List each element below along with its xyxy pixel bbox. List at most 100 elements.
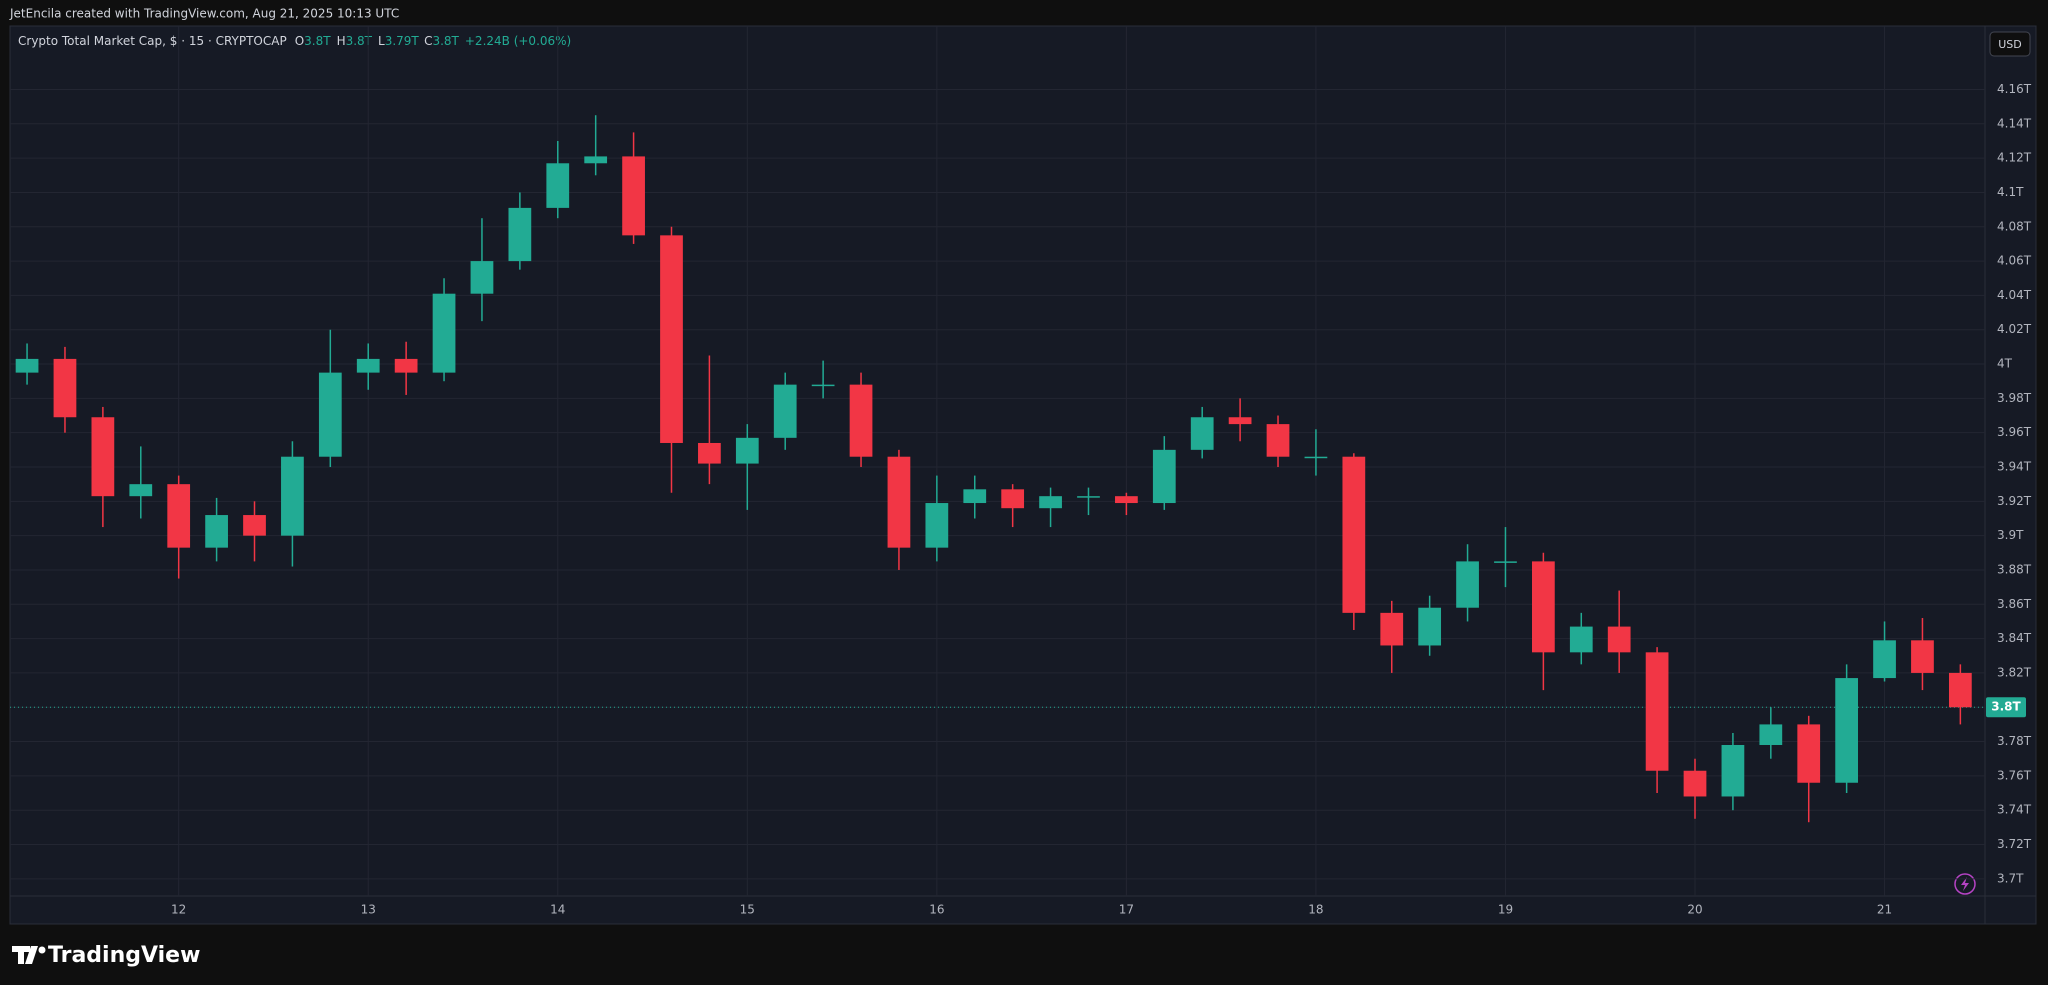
change: +2.24B (+0.06%) bbox=[465, 34, 571, 48]
candle-body bbox=[1532, 561, 1555, 653]
candle-body bbox=[584, 156, 608, 164]
candle-body bbox=[15, 358, 39, 373]
x-tick-label: 20 bbox=[1687, 903, 1702, 917]
candle-body bbox=[660, 235, 683, 443]
brand: TradingView bbox=[48, 943, 200, 968]
ohlc-label: O bbox=[295, 34, 304, 48]
candle-body bbox=[1607, 626, 1631, 653]
symbol: Crypto Total Market Cap, $ · 15 · CRYPTO… bbox=[18, 34, 287, 48]
x-tick-label: 13 bbox=[361, 903, 376, 917]
candle-body bbox=[1380, 612, 1404, 646]
candle-body bbox=[811, 384, 835, 387]
y-tick-label: 3.88T bbox=[1997, 562, 2032, 576]
candle-body bbox=[546, 163, 570, 208]
y-tick-label: 3.96T bbox=[1997, 425, 2032, 439]
y-tick-label: 3.94T bbox=[1997, 460, 2032, 474]
x-tick-label: 21 bbox=[1877, 903, 1892, 917]
x-tick-label: 14 bbox=[550, 903, 565, 917]
x-tick-label: 16 bbox=[929, 903, 944, 917]
candle-body bbox=[243, 515, 266, 536]
y-tick-label: 3.76T bbox=[1997, 768, 2032, 782]
candle-body bbox=[1683, 770, 1707, 797]
candle-body bbox=[394, 358, 418, 373]
candle-body bbox=[1304, 456, 1328, 459]
ohlc-label: C bbox=[424, 34, 432, 48]
candle-body bbox=[1721, 744, 1745, 797]
ohlc-value: 3.79T bbox=[385, 34, 420, 48]
y-tick-label: 4.12T bbox=[1997, 151, 2032, 165]
candle-body bbox=[167, 484, 191, 548]
candle-body bbox=[1266, 424, 1290, 457]
y-tick-label: 4.1T bbox=[1997, 185, 2024, 199]
candle-body bbox=[1418, 607, 1442, 646]
y-tick-label: 4.02T bbox=[1997, 322, 2032, 336]
y-tick-label: 4.06T bbox=[1997, 254, 2032, 268]
legend: Crypto Total Market Cap, $ · 15 · CRYPTO… bbox=[18, 34, 571, 48]
candle-body bbox=[1001, 489, 1025, 509]
candle-body bbox=[508, 207, 532, 262]
currency-button[interactable] bbox=[1989, 31, 2031, 57]
candle-body bbox=[1797, 724, 1821, 783]
candle-body bbox=[1039, 496, 1062, 509]
credit: JetEncila created with TradingView.com, … bbox=[9, 7, 399, 21]
y-tick-label: 3.98T bbox=[1997, 391, 2032, 405]
y-tick-label: 3.74T bbox=[1997, 803, 2032, 817]
candle-body bbox=[925, 503, 949, 548]
x-tick-label: 12 bbox=[171, 903, 186, 917]
last-price-label: 3.8T bbox=[1991, 700, 2021, 714]
brand-logo-dot bbox=[38, 946, 46, 954]
currency: USD bbox=[1998, 38, 2022, 51]
y-tick-label: 4.14T bbox=[1997, 116, 2032, 130]
candle-body bbox=[1835, 678, 1859, 783]
candle-body bbox=[432, 293, 456, 373]
ohlc-label: L bbox=[378, 34, 385, 48]
y-tick-label: 4T bbox=[1997, 357, 2013, 371]
candle-body bbox=[1494, 561, 1517, 563]
x-tick-label: 19 bbox=[1498, 903, 1513, 917]
candle-body bbox=[470, 261, 494, 294]
candle-body bbox=[1645, 652, 1669, 771]
candle-body bbox=[356, 358, 380, 373]
y-tick-label: 3.82T bbox=[1997, 665, 2032, 679]
candle-body bbox=[1115, 496, 1138, 504]
x-tick-label: 17 bbox=[1119, 903, 1134, 917]
candle-body bbox=[1759, 724, 1783, 745]
y-tick-label: 4.04T bbox=[1997, 288, 2032, 302]
y-tick-label: 3.9T bbox=[1997, 528, 2024, 542]
candle-body bbox=[205, 515, 228, 548]
y-tick-label: 3.78T bbox=[1997, 734, 2032, 748]
x-tick-label: 18 bbox=[1308, 903, 1323, 917]
ohlc-value: 3.8T bbox=[346, 34, 373, 48]
y-tick-label: 3.84T bbox=[1997, 631, 2032, 645]
candle-body bbox=[1077, 496, 1100, 498]
candle-body bbox=[281, 456, 304, 536]
lightning-bolt bbox=[1961, 877, 1969, 891]
candle-body bbox=[773, 384, 797, 438]
candle-body bbox=[849, 384, 873, 457]
candle-body bbox=[318, 372, 342, 457]
candle-body bbox=[1569, 626, 1593, 653]
candle-body bbox=[53, 358, 77, 418]
y-tick-label: 4.16T bbox=[1997, 82, 2032, 96]
last-price-box bbox=[1986, 697, 2026, 718]
candle-body bbox=[1873, 640, 1896, 679]
y-tick-label: 3.72T bbox=[1997, 837, 2032, 851]
ohlc-label: H bbox=[337, 34, 346, 48]
lightning-icon[interactable] bbox=[1954, 873, 1976, 895]
candle-body bbox=[622, 156, 645, 236]
candle-body bbox=[91, 417, 115, 497]
brand-logo bbox=[12, 946, 38, 964]
y-tick-label: 3.92T bbox=[1997, 494, 2032, 508]
candle-body bbox=[1190, 417, 1214, 450]
ohlc-value: 3.8T bbox=[304, 34, 331, 48]
candle-body bbox=[698, 442, 721, 464]
candle-body bbox=[735, 437, 759, 464]
candle-body bbox=[1228, 417, 1252, 425]
candle-body bbox=[1948, 672, 1972, 708]
ohlc-value: 3.8T bbox=[432, 34, 459, 48]
candle-body bbox=[1911, 640, 1934, 673]
candle-body bbox=[887, 456, 911, 548]
y-tick-label: 3.7T bbox=[1997, 871, 2024, 885]
candle-body bbox=[1152, 449, 1176, 504]
